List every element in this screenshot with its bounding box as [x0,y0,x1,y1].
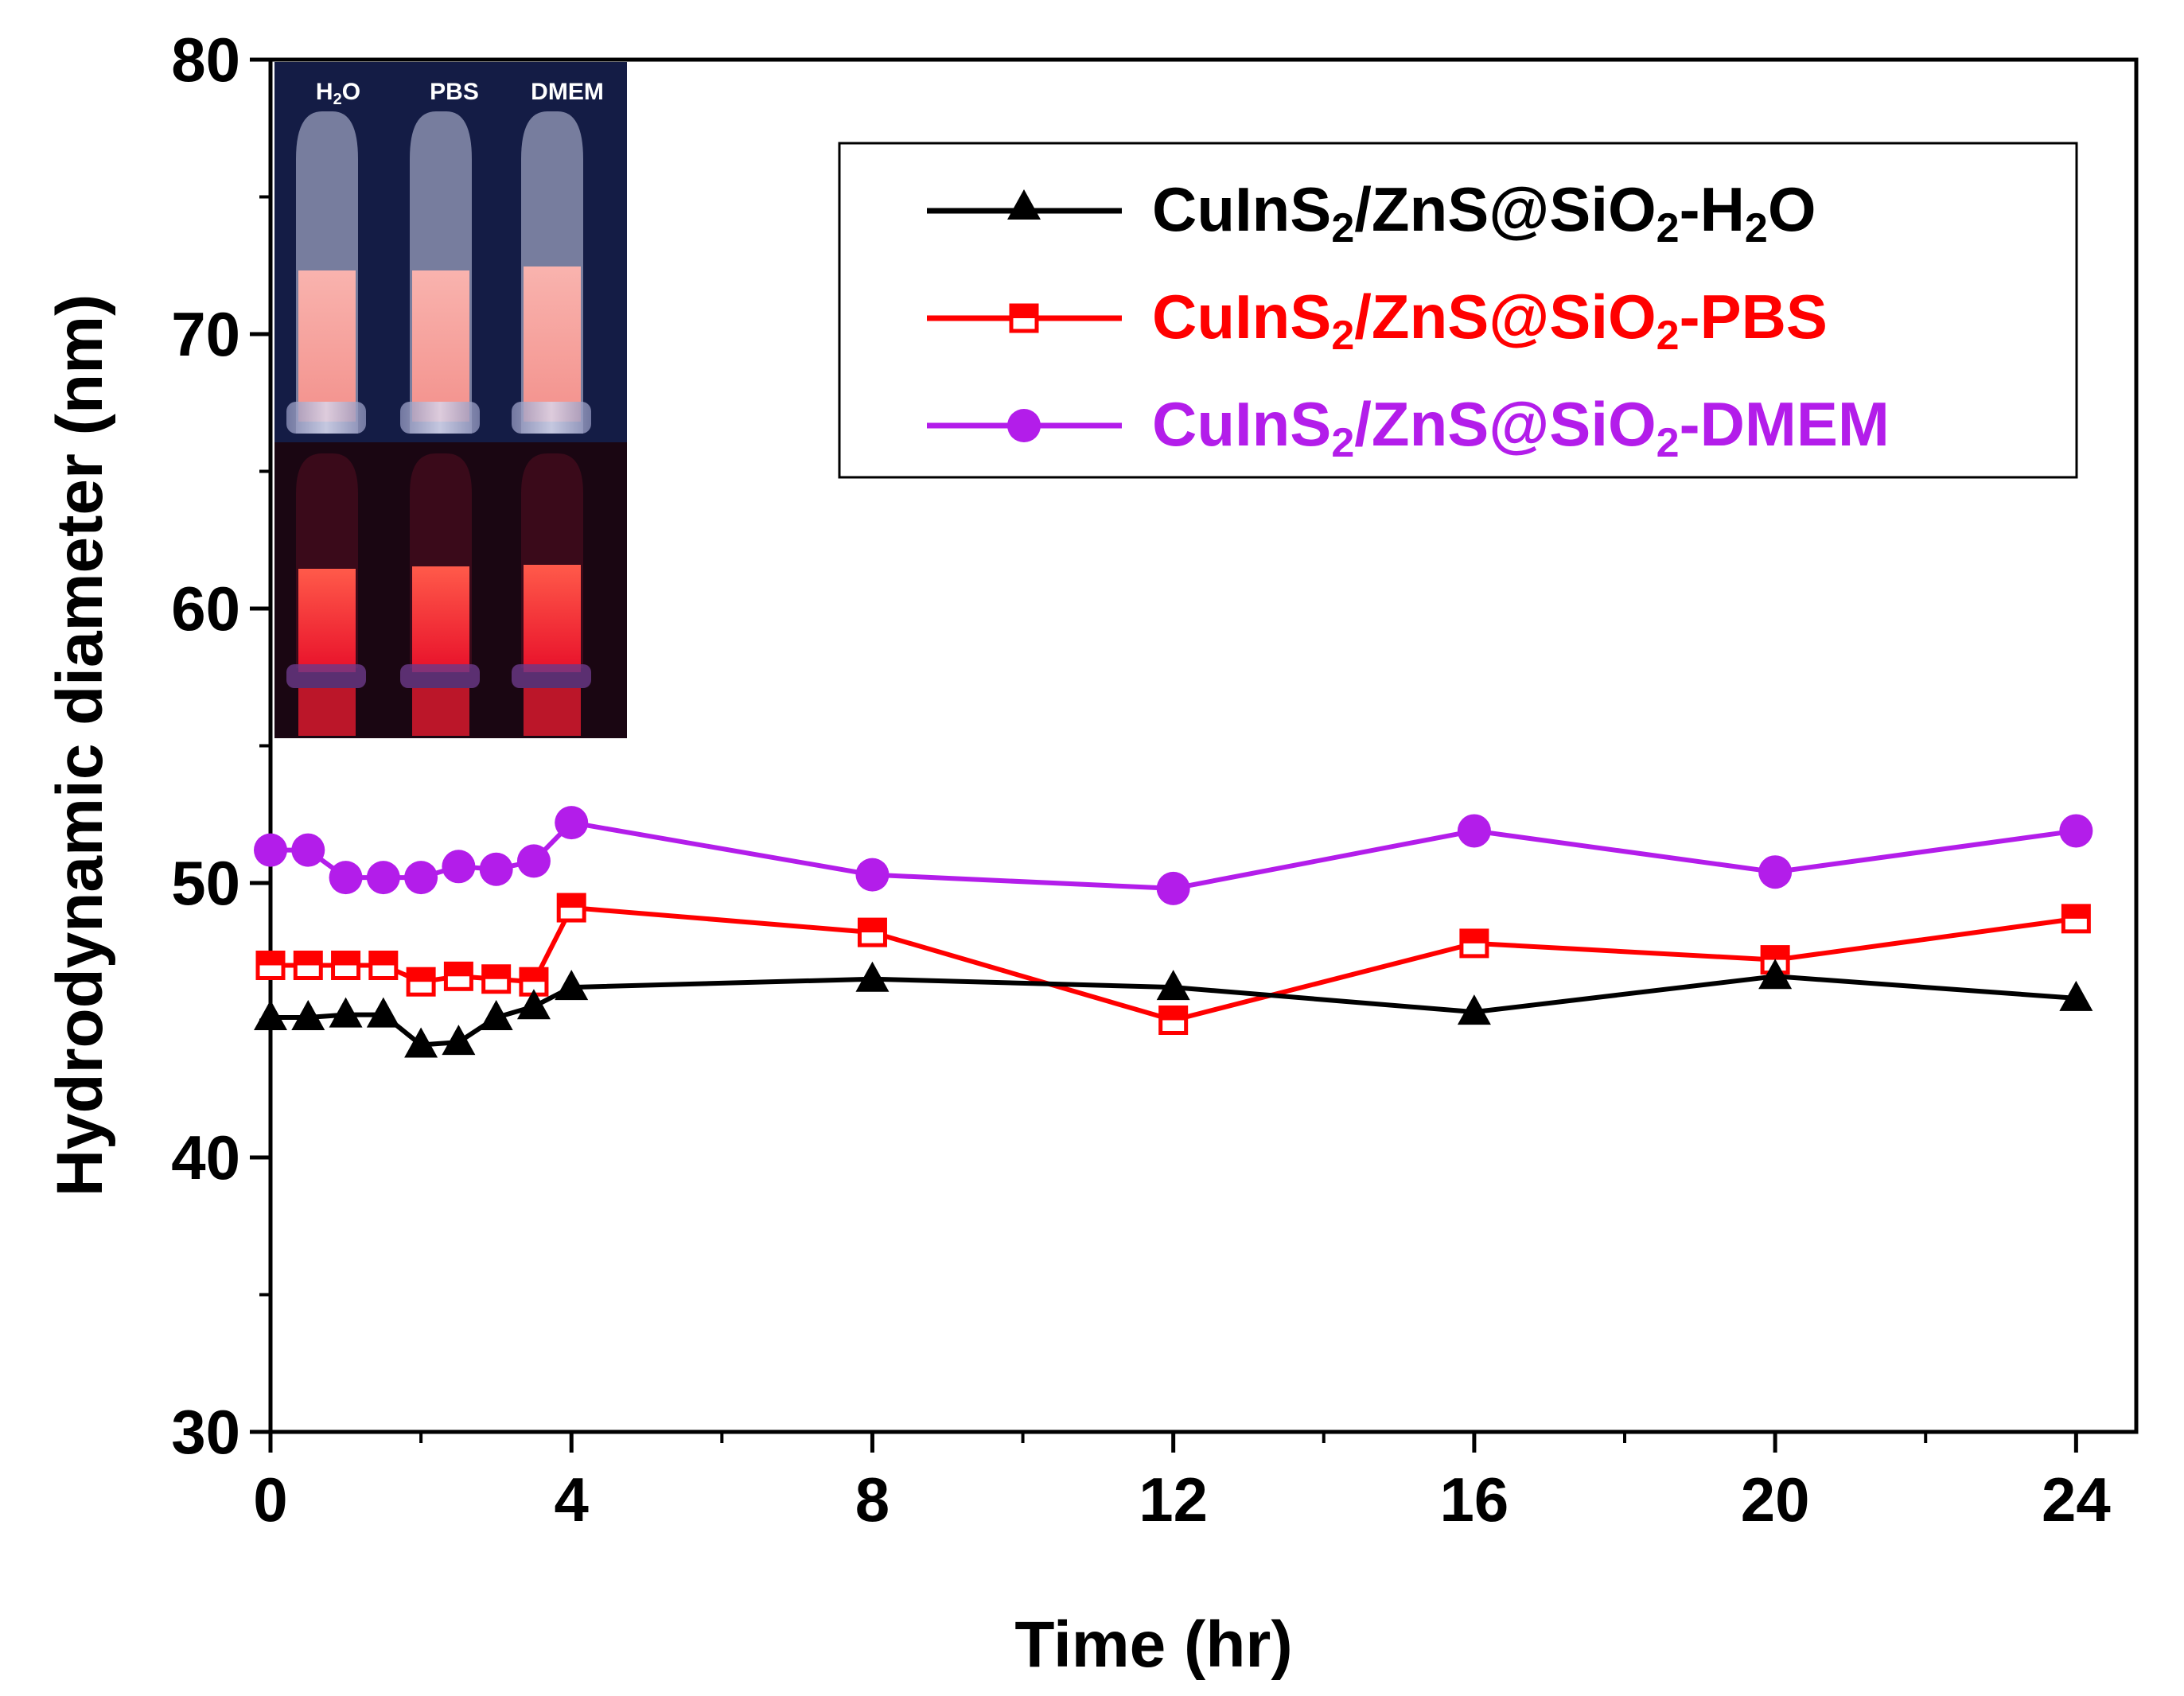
x-tick-label: 16 [1440,1465,1509,1535]
legend-box [838,142,2078,479]
data-point [291,833,325,867]
data-point [2059,980,2093,1011]
data-point [254,1000,287,1031]
data-point [555,806,589,840]
data-point [331,951,361,980]
data-point [366,861,400,895]
y-axis-title: Hydrodynamic diameter (nm) [44,294,116,1197]
legend-label-h2o: CuInS2/ZnS@SiO2-H2O [1152,174,1816,251]
series-circle [254,806,2093,905]
data-point [1158,1006,1189,1035]
x-tick-label: 0 [253,1465,287,1535]
data-point [329,861,363,895]
legend-label-dmem: CuInS2/ZnS@SiO2-DMEM [1152,389,1890,466]
legend-entry-dmem: CuInS2/ZnS@SiO2-DMEM [927,389,1890,466]
data-point [1156,970,1190,1001]
legend-marker-pbs [1009,303,1039,333]
data-point [1156,871,1190,905]
x-tick-label: 8 [855,1465,890,1535]
data-point [516,844,551,878]
data-point [406,967,436,997]
data-point [291,1000,325,1031]
data-point [255,951,286,980]
tube-dmem-uv [512,453,591,736]
data-point [2061,904,2091,934]
data-point [442,1025,476,1056]
data-point [1457,994,1491,1025]
data-point [254,833,287,867]
data-point [855,858,890,892]
x-axis-title: Time (hr) [1014,1608,1292,1681]
tube-pbs-daylight [400,111,480,434]
legend-entry-h2o: CuInS2/ZnS@SiO2-H2O [927,174,1816,251]
legend-marker-h2o [1007,189,1041,220]
data-point [404,1027,438,1058]
y-tick-label: 60 [171,574,240,644]
x-tick-label: 24 [2042,1465,2111,1535]
x-tick-label: 12 [1139,1465,1208,1535]
inset-photo: H2O PBS DMEM [274,62,627,738]
data-point [555,970,589,1001]
data-point [1457,814,1491,848]
data-point [293,951,323,980]
data-point [516,989,551,1020]
data-point [1758,855,1793,889]
data-point [857,917,887,947]
data-point [479,852,513,886]
x-tick-label: 20 [1741,1465,1810,1535]
legend-label-pbs: CuInS2/ZnS@SiO2-PBS [1152,282,1828,359]
legend-entry-pbs: CuInS2/ZnS@SiO2-PBS [927,282,1828,359]
data-point [368,951,399,980]
y-tick-label: 40 [171,1122,240,1192]
legend-marker-dmem [1007,409,1041,442]
data-point [443,961,473,991]
uv-tubes [286,453,591,736]
data-point [855,961,890,992]
data-point [1459,928,1489,959]
series-layer [254,806,2093,1058]
y-tick-label: 70 [171,299,240,369]
data-point [329,997,363,1028]
data-point [1758,959,1793,990]
data-point [404,861,438,895]
inset-label-dmem: DMEM [531,79,604,105]
daylight-tubes [286,111,591,434]
y-tick-label: 30 [171,1397,240,1467]
x-tick-label: 4 [555,1465,589,1535]
inset-label-pbs: PBS [430,79,479,105]
inset-label-h2o: H2O [316,79,360,108]
legend: CuInS2/ZnS@SiO2-H2O CuInS2/ZnS@SiO2-PBS … [838,142,2078,479]
data-point [481,964,512,994]
y-tick-label: 80 [171,25,240,95]
data-point [479,1000,513,1031]
y-tick-label: 50 [171,848,240,918]
data-point [366,997,400,1028]
axes: 0 4 8 12 16 20 24 30 40 50 60 70 80 [171,25,2111,1535]
data-point [442,850,476,884]
tube-dmem-daylight [512,111,591,434]
data-point [556,893,586,923]
tube-pbs-uv [400,453,480,736]
data-point [2059,814,2093,848]
series-triangle [254,959,2093,1058]
tube-h2o-uv [286,453,366,736]
tube-h2o-daylight [286,111,366,434]
series-half-square [255,893,2091,1035]
